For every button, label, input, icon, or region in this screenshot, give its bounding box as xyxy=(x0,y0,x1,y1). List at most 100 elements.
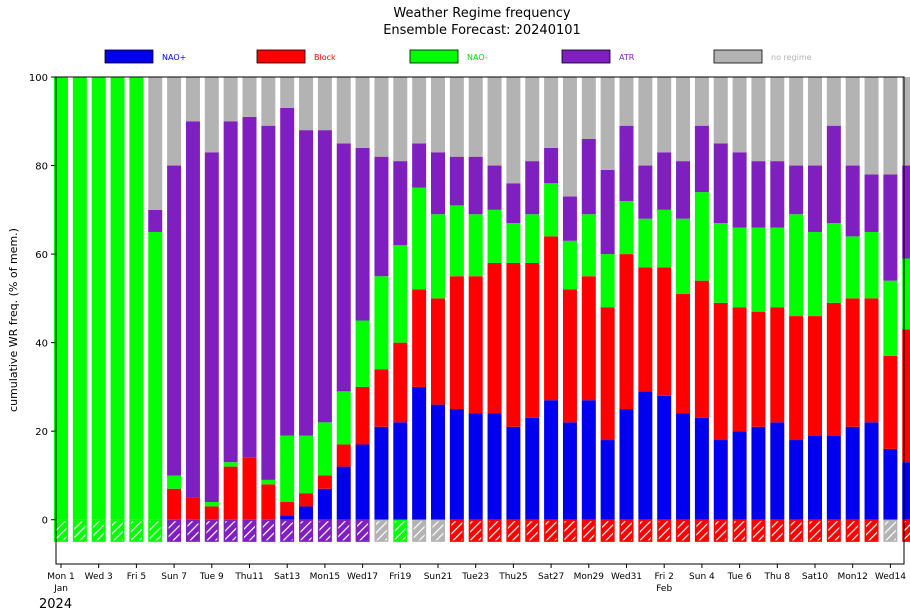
bar-segment xyxy=(299,130,314,436)
bar-segment xyxy=(789,440,804,520)
bar-segment xyxy=(694,77,709,126)
bar-segment xyxy=(355,147,370,321)
bar-segment xyxy=(449,156,464,206)
regime-indicator-hatch xyxy=(696,521,708,541)
regime-indicator-hatch xyxy=(168,521,180,541)
bar-segment xyxy=(808,435,822,520)
regime-indicator-hatch xyxy=(564,521,576,541)
bar-segment xyxy=(148,209,163,232)
bar-segment xyxy=(789,77,804,166)
chart-subtitle: Ensemble Forecast: 20240101 xyxy=(383,23,581,38)
regime-indicator-hatch xyxy=(187,521,199,541)
bar-segment xyxy=(600,254,615,308)
bar-segment xyxy=(902,329,910,463)
regime-indicator-hatch xyxy=(244,521,255,541)
regime-indicator-hatch xyxy=(55,521,67,541)
bar-segment xyxy=(600,307,615,441)
bar-segment xyxy=(242,116,257,458)
regime-indicator-hatch xyxy=(451,521,463,541)
bar-segment xyxy=(223,77,238,122)
bar-segment xyxy=(581,276,596,401)
y-tick-label: 40 xyxy=(35,339,48,350)
bar-segment xyxy=(826,223,841,303)
bar-segment xyxy=(506,426,521,520)
x-tick-label: Sat10 xyxy=(802,572,828,582)
bar-segment xyxy=(54,77,68,520)
bar-segment xyxy=(317,130,332,423)
bar-segment xyxy=(449,77,464,157)
bar-segment xyxy=(223,121,238,463)
regime-indicator-hatch xyxy=(394,521,406,541)
bar-segment xyxy=(808,231,822,317)
bar-segment xyxy=(299,493,314,507)
regime-indicator-hatch xyxy=(112,521,124,541)
bar-segment xyxy=(374,276,389,370)
bar-segment xyxy=(694,417,709,520)
legend-swatch-nao- xyxy=(409,49,459,64)
bar-segment xyxy=(280,515,295,520)
legend-label-no-regime: no regime xyxy=(771,53,812,62)
regime-indicator-hatch xyxy=(432,521,444,541)
bar-segment xyxy=(336,444,351,467)
bar-segment xyxy=(657,152,672,210)
bar-segment xyxy=(167,165,182,476)
y-tick-label: 20 xyxy=(35,427,48,438)
bar-segment xyxy=(261,479,276,485)
regime-indicator-hatch xyxy=(866,521,878,541)
bar-segment xyxy=(374,426,389,520)
bar-segment xyxy=(864,231,879,299)
regime-indicator-hatch xyxy=(300,521,312,541)
bar-segment xyxy=(676,161,691,219)
bar-segment xyxy=(129,77,144,520)
bar-segment xyxy=(167,475,182,489)
x-axis: Mon 1 Wed 3 Fri 5 Sun 7 Tue 9 Thu11 Sat13 Mon15… xyxy=(47,564,906,594)
regime-indicator-hatch xyxy=(752,521,764,541)
bar-segment xyxy=(713,302,728,441)
month-label: Feb xyxy=(656,584,672,594)
legend-swatch-atr xyxy=(561,49,611,64)
bar-segment xyxy=(883,174,898,281)
bar-segment xyxy=(280,502,295,516)
bar-segment xyxy=(581,400,596,520)
bar-segment xyxy=(280,77,295,108)
bar-segment xyxy=(845,165,860,237)
bar-segment xyxy=(562,422,577,520)
x-tick-label: Thu11 xyxy=(234,572,263,582)
bar-segment xyxy=(826,77,841,126)
bar-segment xyxy=(638,218,653,268)
bar-segment xyxy=(110,77,125,520)
bar-segment xyxy=(751,311,766,427)
bar-segment xyxy=(506,262,521,427)
bar-segment xyxy=(751,426,766,520)
bar-segment xyxy=(468,77,483,157)
regime-indicator-hatch xyxy=(206,521,218,541)
regime-indicator-hatch xyxy=(489,521,501,541)
bar-segment xyxy=(713,77,728,144)
bar-segment xyxy=(789,214,804,317)
bar-segment xyxy=(393,245,408,343)
bar-segment xyxy=(902,165,910,259)
bar-segment xyxy=(694,192,709,281)
bar-segment xyxy=(581,138,596,215)
bar-segment xyxy=(619,200,634,255)
bar-segment xyxy=(487,413,502,520)
bar-segment xyxy=(487,77,502,166)
bar-segment xyxy=(770,227,785,308)
regime-indicator-hatch xyxy=(281,521,293,541)
bar-segment xyxy=(902,462,910,520)
bar-segment xyxy=(317,422,332,476)
bar-segment xyxy=(336,143,351,392)
bar-segment xyxy=(864,422,879,520)
regime-indicator-hatch xyxy=(130,521,142,541)
bar-segment xyxy=(713,440,728,520)
regime-indicator-hatch xyxy=(338,521,350,541)
bar-segment xyxy=(72,77,87,520)
bar-segment xyxy=(525,161,540,215)
regime-indicator-hatch xyxy=(884,521,896,541)
bar-segment xyxy=(544,400,559,520)
bar-segment xyxy=(619,125,634,201)
bar-segment xyxy=(732,307,747,432)
regime-indicator-hatch xyxy=(470,521,482,541)
bar-segment xyxy=(204,77,219,153)
bar-segment xyxy=(336,77,351,144)
